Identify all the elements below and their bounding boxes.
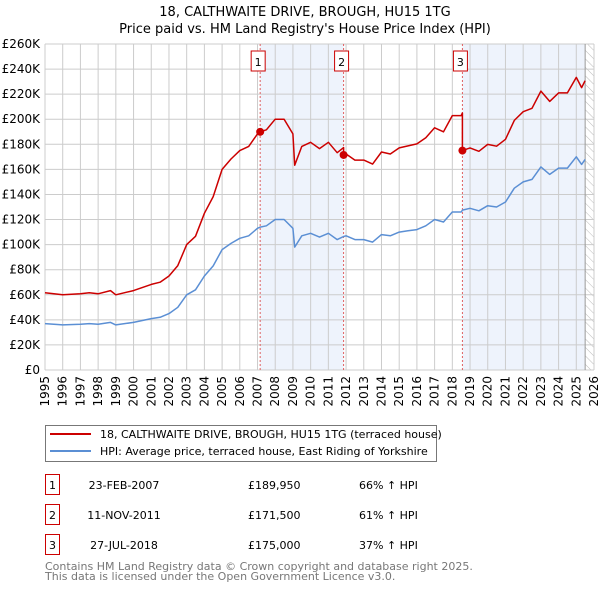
sale-marker-label: 1 [255,56,262,69]
sale-points [256,127,467,159]
sale-marker-label: 2 [338,56,345,69]
y-tick-label: £40K [9,313,41,327]
x-tick-label: 2018 [445,376,459,407]
x-tick-label: 2011 [321,376,335,407]
sale-point [256,127,265,136]
sale-number: 1 [49,479,56,492]
shaded-region [462,44,586,370]
x-tick-label: 2022 [516,376,530,407]
sale-number: 3 [49,539,56,552]
chart-title: 18, CALTHWAITE DRIVE, BROUGH, HU15 1TG [159,5,450,20]
legend-label-property: 18, CALTHWAITE DRIVE, BROUGH, HU15 1TG (… [100,428,442,441]
x-tick-label: 2010 [304,376,318,407]
y-tick-label: £220K [2,87,42,101]
x-tick-label: 2026 [587,376,600,407]
sale-marker-box [334,50,350,72]
table-row: 1 23-FEB-2007 £189,950 66% ↑ HPI [45,474,418,495]
x-tick-label: 2024 [552,376,566,407]
y-tick-label: £60K [9,288,41,302]
x-tick-label: 1998 [91,376,105,407]
sale-price: £189,950 [248,479,301,492]
y-tick-label: £0 [25,363,40,377]
x-tick-label: 1995 [38,376,52,407]
x-tick-label: 2023 [534,376,548,407]
x-tick-label: 2015 [392,376,406,407]
sale-hpi-diff: 61% ↑ HPI [359,509,418,522]
x-tick-label: 2025 [569,376,583,407]
y-tick-label: £200K [2,112,42,126]
x-tick-label: 2012 [339,376,353,407]
sale-price: £171,500 [248,509,301,522]
x-tick-label: 2021 [498,376,512,407]
sale-date: 27-JUL-2018 [90,539,158,552]
x-tick-label: 2016 [410,376,424,407]
legend: 18, CALTHWAITE DRIVE, BROUGH, HU15 1TG (… [45,425,442,462]
sale-marker-label: 3 [457,56,464,69]
x-tick-label: 2020 [481,376,495,407]
y-tick-label: £120K [2,213,42,227]
forecast-hatch [585,44,594,370]
chart-subtitle: Price paid vs. HM Land Registry's House … [119,22,491,37]
x-tick-label: 2008 [268,376,282,407]
x-tick-label: 1996 [56,376,70,407]
x-axis-ticks: 1995 1996 1997 1998 1999 2000 2001 2002 2003 2004… [38,376,600,407]
sale-date: 11-NOV-2011 [87,509,161,522]
y-tick-label: £100K [2,238,42,252]
x-tick-label: 2001 [144,376,158,407]
sale-number-box [45,534,60,555]
y-tick-label: £20K [9,338,41,352]
x-tick-label: 2007 [251,376,265,407]
y-tick-label: £240K [2,62,42,76]
x-tick-label: 2006 [233,376,247,407]
y-tick-label: £180K [2,137,42,151]
hpi-line [44,156,586,326]
table-row: 3 27-JUL-2018 £175,000 37% ↑ HPI [45,534,418,555]
sale-number-box [45,504,60,525]
footer-line-2: This data is licensed under the Open Gov… [44,570,395,583]
x-tick-label: 2002 [162,376,176,407]
sale-number-box [45,474,60,495]
table-row: 2 11-NOV-2011 £171,500 61% ↑ HPI [45,504,418,525]
y-tick-label: £140K [2,187,42,201]
x-tick-label: 1997 [73,376,87,407]
x-tick-label: 2000 [127,376,141,407]
sale-marker-box [452,50,468,72]
footer-line-1: Contains HM Land Registry data © Crown c… [45,560,473,573]
grid [44,43,595,371]
sale-point [339,150,348,159]
x-tick-label: 1999 [109,376,123,407]
x-tick-label: 2017 [428,376,442,407]
shaded-regions [260,44,594,370]
sales-table: 1 23-FEB-2007 £189,950 66% ↑ HPI 2 11-NOV-201… [45,474,418,555]
sale-hpi-diff: 37% ↑ HPI [359,539,418,552]
x-tick-label: 2003 [180,376,194,407]
x-tick-label: 2009 [286,376,300,407]
y-tick-label: £160K [2,162,42,176]
x-tick-label: 2013 [357,376,371,407]
x-tick-label: 2014 [374,376,388,407]
sale-date: 23-FEB-2007 [89,479,160,492]
property-price-line [44,76,586,296]
legend-label-hpi: HPI: Average price, terraced house, East… [100,445,428,458]
sale-markers: 1 2 3 [250,44,468,370]
sale-marker-box [250,50,266,72]
x-tick-label: 2019 [463,376,477,407]
x-tick-label: 2004 [197,376,211,407]
sale-price: £175,000 [248,539,301,552]
sale-point [458,146,467,155]
shaded-region [260,44,344,370]
sale-hpi-diff: 66% ↑ HPI [359,479,418,492]
series-lines [44,76,586,326]
x-tick-label: 2005 [215,376,229,407]
y-tick-label: £260K [2,37,42,51]
y-tick-label: £80K [9,263,41,277]
y-axis-ticks: £0 £20K £40K £60K £80K £100K £120K £140K £160K £1… [2,37,42,377]
sale-number: 2 [49,509,56,522]
